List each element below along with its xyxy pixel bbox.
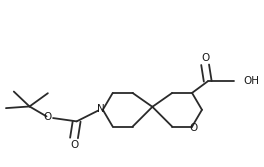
Text: N: N [97,104,105,114]
Text: OH: OH [243,76,259,86]
Text: O: O [70,140,78,150]
Text: O: O [201,53,209,63]
Text: O: O [189,123,197,133]
Text: O: O [44,112,52,122]
